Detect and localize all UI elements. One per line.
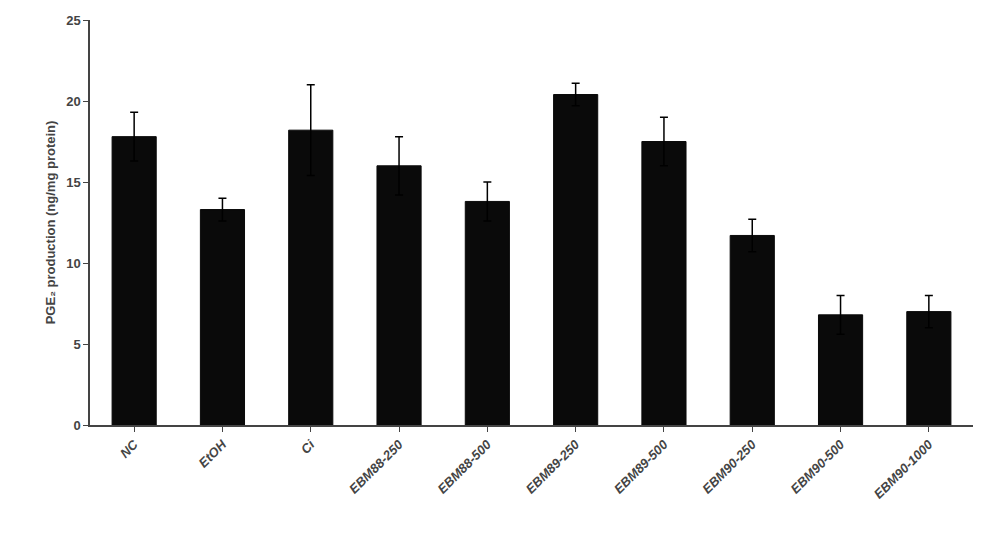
svg-text:EBM89-250: EBM89-250 (523, 436, 583, 496)
svg-text:EBM88-500: EBM88-500 (434, 436, 494, 496)
svg-text:EBM90-500: EBM90-500 (788, 436, 848, 496)
svg-text:EBM90-250: EBM90-250 (699, 436, 759, 496)
svg-text:20: 20 (66, 94, 80, 109)
svg-text:EBM89-500: EBM89-500 (611, 436, 671, 496)
svg-text:EBM90-1000: EBM90-1000 (871, 436, 936, 501)
svg-text:PGE₂ production (ng/mg protein: PGE₂ production (ng/mg protein) (43, 121, 58, 325)
svg-text:0: 0 (73, 418, 80, 433)
svg-text:EtOH: EtOH (196, 437, 230, 471)
svg-text:15: 15 (66, 175, 80, 190)
svg-text:NC: NC (117, 437, 141, 461)
svg-text:5: 5 (73, 337, 80, 352)
svg-text:EBM88-250: EBM88-250 (346, 436, 406, 496)
svg-text:10: 10 (66, 256, 80, 271)
svg-text:25: 25 (66, 13, 80, 28)
svg-text:Ci: Ci (298, 437, 318, 457)
